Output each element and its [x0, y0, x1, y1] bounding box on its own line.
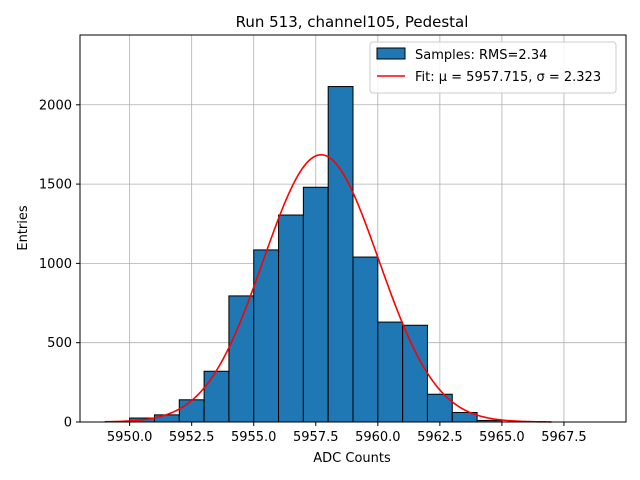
histogram-bar — [302, 186, 329, 423]
legend-frame — [369, 41, 617, 94]
histogram-bar — [402, 324, 428, 423]
axes-layer — [79, 34, 627, 423]
histogram-bar — [253, 249, 280, 423]
y-tick-label: 1500 — [39, 178, 72, 193]
x-tick-label: 5962.5 — [417, 430, 463, 445]
histogram-bar — [327, 86, 354, 423]
x-tick-label: 5960.0 — [355, 430, 401, 445]
x-tick-label: 5950.0 — [107, 430, 153, 445]
legend: Samples: RMS=2.34 Fit: μ = 5957.715, σ =… — [369, 41, 617, 94]
legend-histogram-swatch — [376, 47, 406, 60]
x-tick-label: 5957.5 — [293, 430, 339, 445]
legend-fit-label: Fit: μ = 5957.715, σ = 2.323 — [415, 70, 601, 85]
x-axis-label: ADC Counts — [313, 451, 391, 466]
fit-layer — [104, 153, 552, 423]
legend-histogram-label: Samples: RMS=2.34 — [415, 48, 547, 63]
ticks-layer: 5950.0 5952.5 5955.0 5957.5 5960.0 5962.5 5965… — [39, 98, 587, 445]
histogram-bar — [203, 370, 230, 423]
fit-curve — [104, 153, 552, 423]
y-tick-label: 0 — [64, 416, 72, 431]
y-axis-label: Entries — [16, 205, 31, 251]
histogram-bar — [278, 214, 304, 423]
x-tick-label: 5967.5 — [541, 430, 587, 445]
histogram-bar — [377, 321, 404, 423]
histogram-bar — [178, 399, 205, 423]
x-tick-label: 5952.5 — [169, 430, 215, 445]
y-tick-label: 1000 — [39, 257, 72, 272]
chart-title: Run 513, channel105, Pedestal — [236, 13, 469, 31]
histogram-bar — [228, 295, 255, 423]
plot-frame — [79, 34, 627, 423]
y-tick-label: 500 — [47, 336, 72, 351]
y-tick-label: 2000 — [39, 98, 72, 113]
x-tick-label: 5955.0 — [231, 430, 277, 445]
x-tick-label: 5965.0 — [479, 430, 525, 445]
histogram-bar — [153, 414, 180, 423]
histogram-bar — [352, 256, 379, 423]
bars-layer — [129, 86, 503, 423]
